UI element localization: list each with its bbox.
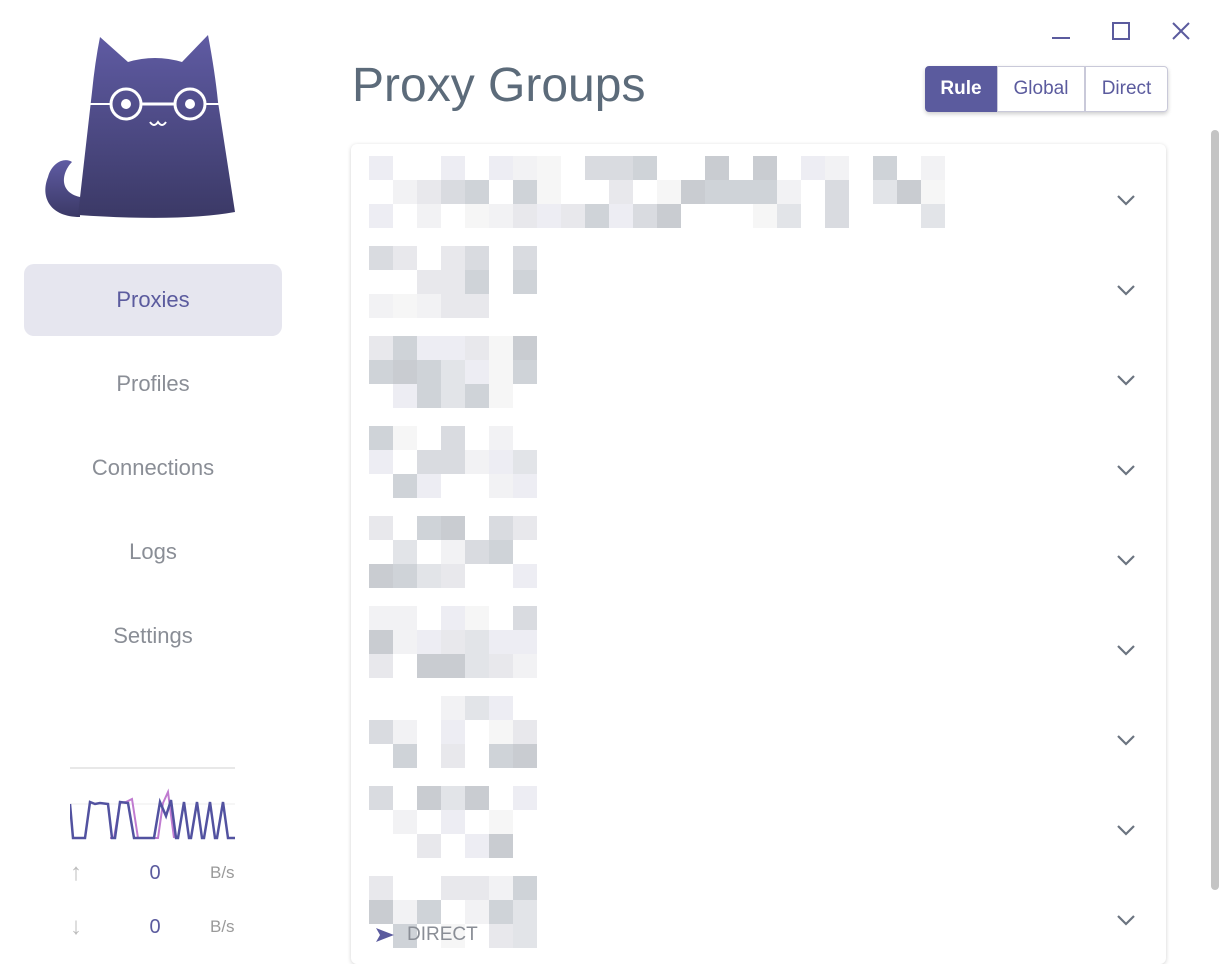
- sidebar-item-label: Settings: [113, 623, 193, 648]
- mode-global-button[interactable]: Global: [997, 66, 1085, 112]
- sidebar-item-settings[interactable]: Settings: [24, 600, 282, 672]
- chevron-down-icon[interactable]: [1116, 552, 1136, 568]
- proxy-group-list: DIRECT: [351, 144, 1166, 964]
- sidebar-item-label: Connections: [91, 455, 215, 480]
- sidebar-item-proxies[interactable]: Proxies: [24, 264, 282, 336]
- traffic-graph: [70, 767, 235, 840]
- download-unit: B/s: [210, 917, 235, 936]
- sidebar-item-label: Logs: [129, 539, 177, 564]
- chevron-down-icon[interactable]: [1116, 372, 1136, 388]
- close-icon: [1172, 22, 1190, 40]
- proxy-group-row[interactable]: [351, 336, 1166, 426]
- chevron-down-icon[interactable]: [1116, 192, 1136, 208]
- close-button[interactable]: [1164, 14, 1198, 48]
- scrollbar[interactable]: [1211, 130, 1219, 890]
- proxy-group-row[interactable]: [351, 426, 1166, 516]
- chevron-down-icon[interactable]: [1116, 462, 1136, 478]
- sidebar-item-label: Proxies: [116, 287, 190, 312]
- proxy-group-row[interactable]: [351, 876, 1166, 964]
- chevron-down-icon[interactable]: [1116, 642, 1136, 658]
- cat-logo: [45, 35, 235, 218]
- mode-rule-button[interactable]: Rule: [925, 66, 997, 112]
- send-icon: [376, 928, 394, 942]
- minimize-icon: [1052, 37, 1070, 39]
- proxy-group-row[interactable]: [351, 786, 1166, 876]
- page-title: Proxy Groups: [352, 59, 646, 112]
- chevron-down-icon[interactable]: [1116, 732, 1136, 748]
- upload-value: 0: [149, 861, 161, 884]
- download-speed: ↓ 0 B/s: [70, 912, 240, 942]
- upload-speed: ↑ 0 B/s: [70, 858, 240, 888]
- mode-switch: Rule Global Direct: [925, 66, 1168, 112]
- arrow-down-icon: ↓: [70, 913, 82, 940]
- sidebar-item-connections[interactable]: Connections: [24, 432, 282, 504]
- chevron-down-icon[interactable]: [1116, 912, 1136, 928]
- download-line: [70, 797, 235, 840]
- minimize-button[interactable]: [1044, 14, 1078, 48]
- sidebar-item-label: Profiles: [116, 371, 190, 396]
- proxy-group-row[interactable]: [351, 606, 1166, 696]
- mode-direct-button[interactable]: Direct: [1085, 66, 1168, 112]
- proxy-group-row[interactable]: [351, 156, 1166, 246]
- proxy-group-row[interactable]: [351, 516, 1166, 606]
- upload-unit: B/s: [210, 863, 235, 882]
- chevron-down-icon[interactable]: [1116, 822, 1136, 838]
- sidebar-item-profiles[interactable]: Profiles: [24, 348, 282, 420]
- proxy-group-row[interactable]: [351, 246, 1166, 336]
- proxy-group-row[interactable]: [351, 696, 1166, 786]
- group-current-proxy: DIRECT: [375, 924, 478, 946]
- arrow-up-icon: ↑: [70, 859, 82, 886]
- download-value: 0: [149, 915, 161, 938]
- sidebar: Proxies Profiles Connections Logs Settin…: [0, 0, 305, 956]
- sidebar-item-logs[interactable]: Logs: [24, 516, 282, 588]
- maximize-icon: [1112, 22, 1130, 40]
- maximize-button[interactable]: [1104, 14, 1138, 48]
- chevron-down-icon[interactable]: [1116, 282, 1136, 298]
